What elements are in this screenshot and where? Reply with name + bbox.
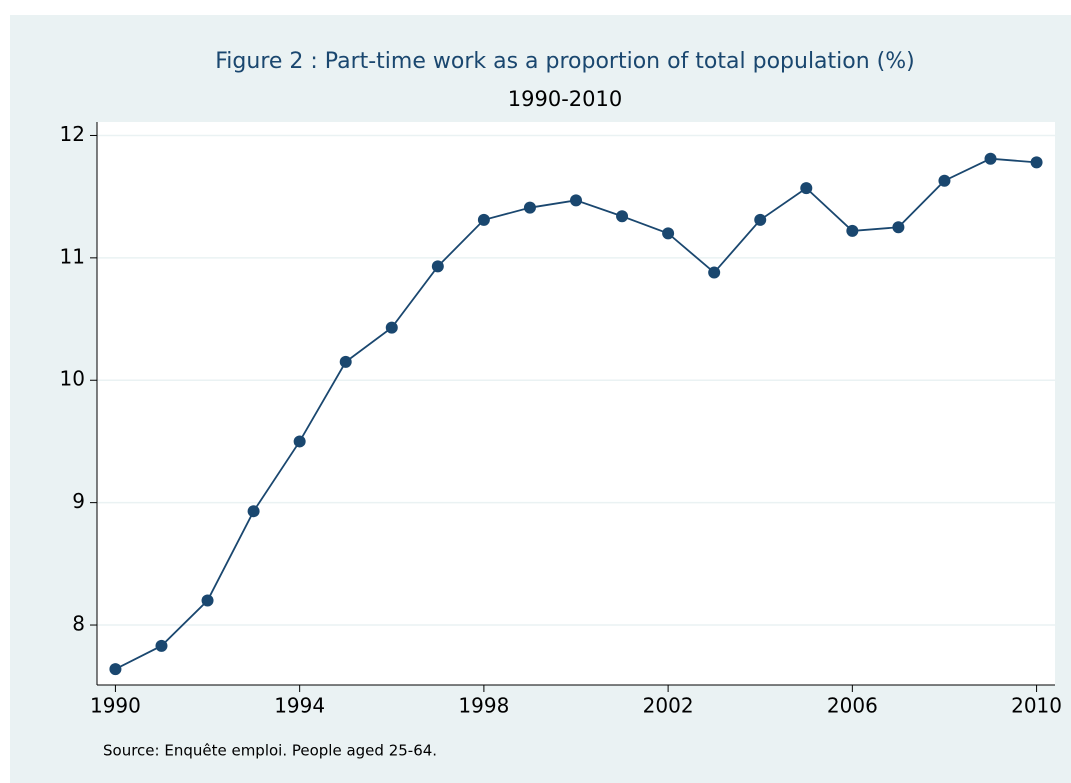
x-tick-label: 1994	[274, 694, 325, 718]
source-note: Source: Enquête emploi. People aged 25-6…	[103, 742, 437, 760]
point	[570, 194, 582, 207]
point	[339, 355, 352, 368]
point	[1030, 156, 1043, 169]
point	[477, 213, 490, 226]
point	[523, 201, 536, 214]
point	[938, 174, 951, 187]
point	[247, 505, 260, 518]
y-tick-label: 9	[72, 489, 85, 513]
chart-title: Figure 2 : Part-time work as a proportio…	[215, 49, 915, 74]
y-tick-label: 8	[72, 612, 85, 636]
point	[616, 210, 629, 223]
point	[155, 639, 168, 652]
point	[201, 594, 214, 607]
point	[293, 435, 306, 448]
plot-area	[97, 122, 1055, 685]
y-tick-label: 11	[60, 244, 85, 268]
y-tick-label: 12	[60, 122, 85, 146]
point	[385, 321, 398, 334]
point	[800, 182, 813, 195]
point	[984, 152, 997, 165]
x-tick-label: 1990	[90, 694, 141, 718]
point	[754, 213, 767, 226]
x-tick-label: 2002	[643, 694, 694, 718]
point	[846, 224, 859, 237]
x-tick-label: 2006	[827, 694, 878, 718]
point	[708, 266, 721, 279]
point	[109, 663, 122, 676]
y-tick-label: 10	[60, 367, 85, 391]
x-tick-label: 1998	[458, 694, 509, 718]
point	[662, 227, 675, 240]
chart-subtitle: 1990-2010	[508, 87, 622, 111]
point	[892, 221, 905, 234]
x-tick-label: 2010	[1011, 694, 1062, 718]
point	[431, 260, 444, 273]
